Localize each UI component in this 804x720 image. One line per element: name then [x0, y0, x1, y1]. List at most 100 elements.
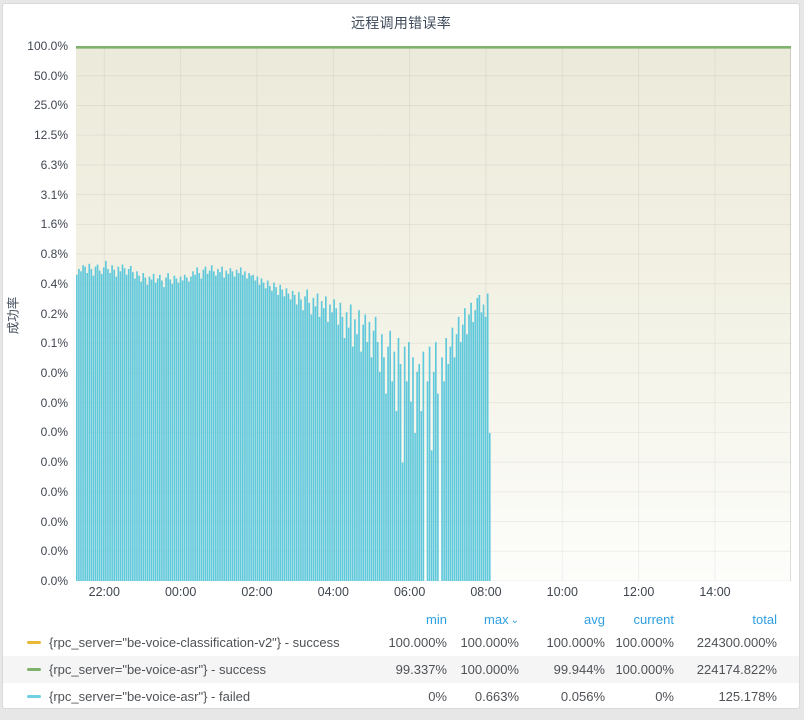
failed-series-bar: [295, 304, 298, 581]
failed-series-bar: [376, 342, 379, 581]
failed-series-bar: [266, 280, 269, 581]
panel-title[interactable]: 远程调用错误率: [350, 15, 452, 31]
failed-series-bar: [464, 308, 466, 581]
failed-series-bar: [136, 271, 138, 581]
failed-series-bar: [293, 294, 296, 581]
failed-series-bar: [210, 265, 213, 581]
failed-series-bar: [219, 272, 221, 581]
failed-series-bar: [354, 319, 356, 581]
failed-series-bar: [327, 321, 329, 581]
failed-series-bar: [88, 263, 91, 581]
failed-series-bar: [242, 274, 244, 581]
failed-series-bar: [98, 270, 101, 581]
failed-series-bar: [171, 283, 174, 581]
failed-series-bar: [389, 330, 391, 581]
legend-column-header-min[interactable]: min: [426, 611, 447, 627]
failed-series-bar: [349, 304, 352, 581]
failed-series-bar: [212, 271, 215, 581]
failed-series-bar: [129, 265, 132, 581]
legend-column-header-current[interactable]: current: [633, 611, 674, 627]
failed-series-bar: [127, 268, 130, 581]
legend-value-avg: 99.944%: [553, 662, 605, 677]
failed-series-bar: [405, 381, 408, 581]
legend-value-min: 100.000%: [388, 635, 447, 650]
legend-table: min max ⌄ avg current total {rpc_server="be-vo…: [3, 609, 799, 708]
legend-column-header-total[interactable]: total: [752, 611, 777, 627]
x-tick-label: 14:00: [699, 585, 731, 599]
failed-series-bar: [370, 357, 373, 581]
series-color-swatch-icon[interactable]: [27, 668, 41, 671]
failed-series-bar: [486, 293, 489, 581]
failed-series-bar: [258, 284, 261, 581]
failed-series-bar: [237, 273, 240, 581]
failed-series-bar: [285, 288, 288, 581]
x-tick-label: 00:00: [164, 585, 197, 599]
failed-series-bar: [239, 267, 242, 581]
failed-series-bar: [185, 277, 188, 581]
failed-series-bar: [445, 337, 448, 581]
chart-canvas: [76, 46, 791, 581]
legend-series-label[interactable]: {rpc_server="be-voice-asr"} - success: [27, 662, 359, 677]
failed-series-bar: [244, 271, 246, 581]
legend-series-name: {rpc_server="be-voice-classification-v2"…: [49, 635, 340, 650]
failed-series-bar: [271, 290, 273, 581]
failed-series-bar: [447, 363, 450, 581]
graph-panel: 远程调用错误率 100.0% 50.0% 25.0% 12.5% 6.3% 3.1% 1.6…: [2, 3, 800, 709]
failed-series-bar: [449, 346, 452, 581]
failed-series-bar: [358, 310, 360, 581]
failed-series-bar: [283, 296, 286, 581]
legend-value-current: 100.000%: [615, 635, 674, 650]
chart-plot-area[interactable]: [76, 46, 791, 581]
x-tick-label: 10:00: [546, 585, 578, 599]
y-tick-label: 12.5%: [33, 128, 68, 143]
failed-series-bar: [335, 308, 338, 581]
legend-column-header-avg[interactable]: avg: [584, 611, 605, 627]
failed-series-bar: [105, 260, 107, 581]
failed-series-bar: [408, 342, 410, 581]
failed-series-bar: [372, 330, 375, 581]
x-tick-label: 08:00: [470, 585, 502, 599]
failed-series-bar: [451, 327, 454, 581]
y-axis-title: 成功率: [6, 296, 21, 335]
failed-series-bar: [173, 275, 176, 581]
failed-series-bar: [287, 293, 290, 581]
failed-series-bar: [387, 346, 389, 581]
y-tick-label: 1.6%: [40, 217, 68, 232]
legend-value-min: 99.337%: [395, 662, 447, 677]
failed-series-bar: [306, 289, 308, 581]
failed-series-bar: [100, 273, 103, 581]
failed-series-bar: [397, 337, 400, 581]
y-tick-label: 50.0%: [33, 68, 68, 83]
legend-series-row: {rpc_server="be-voice-asr"} - success 99.…: [3, 656, 799, 683]
series-color-swatch-icon[interactable]: [27, 695, 41, 698]
y-tick-label: 0.2%: [40, 306, 68, 321]
failed-series-bar: [468, 314, 470, 581]
legend-column-header-max[interactable]: max ⌄: [484, 611, 519, 627]
failed-series-bar: [430, 450, 433, 581]
failed-series-bar: [416, 371, 418, 581]
failed-series-bar: [256, 276, 259, 581]
failed-series-bar: [310, 314, 313, 581]
failed-series-bar: [366, 342, 369, 581]
failed-series-bar: [262, 282, 265, 581]
y-tick-label: 0.0%: [40, 425, 68, 440]
failed-series-bar: [360, 351, 362, 581]
failed-series-bar: [383, 357, 385, 581]
legend-series-label[interactable]: {rpc_server="be-voice-asr"} - failed: [27, 689, 359, 704]
failed-series-bar: [169, 279, 172, 581]
failed-series-bar: [268, 285, 271, 581]
failed-series-bar: [204, 266, 207, 581]
failed-series-bar: [140, 281, 142, 581]
failed-series-bar: [279, 284, 282, 581]
y-tick-label: 0.8%: [40, 247, 68, 262]
failed-series-bar: [202, 269, 205, 581]
legend-value-max: 100.000%: [460, 662, 519, 677]
failed-series-bar: [167, 273, 169, 581]
failed-series-bar: [121, 264, 124, 581]
legend-series-label[interactable]: {rpc_server="be-voice-classification-v2"…: [27, 635, 359, 650]
failed-series-bar: [109, 273, 111, 581]
series-color-swatch-icon[interactable]: [27, 641, 41, 644]
failed-series-bar: [484, 316, 487, 581]
failed-series-bar: [325, 296, 327, 581]
legend-value-total: 224174.822%: [696, 662, 777, 677]
